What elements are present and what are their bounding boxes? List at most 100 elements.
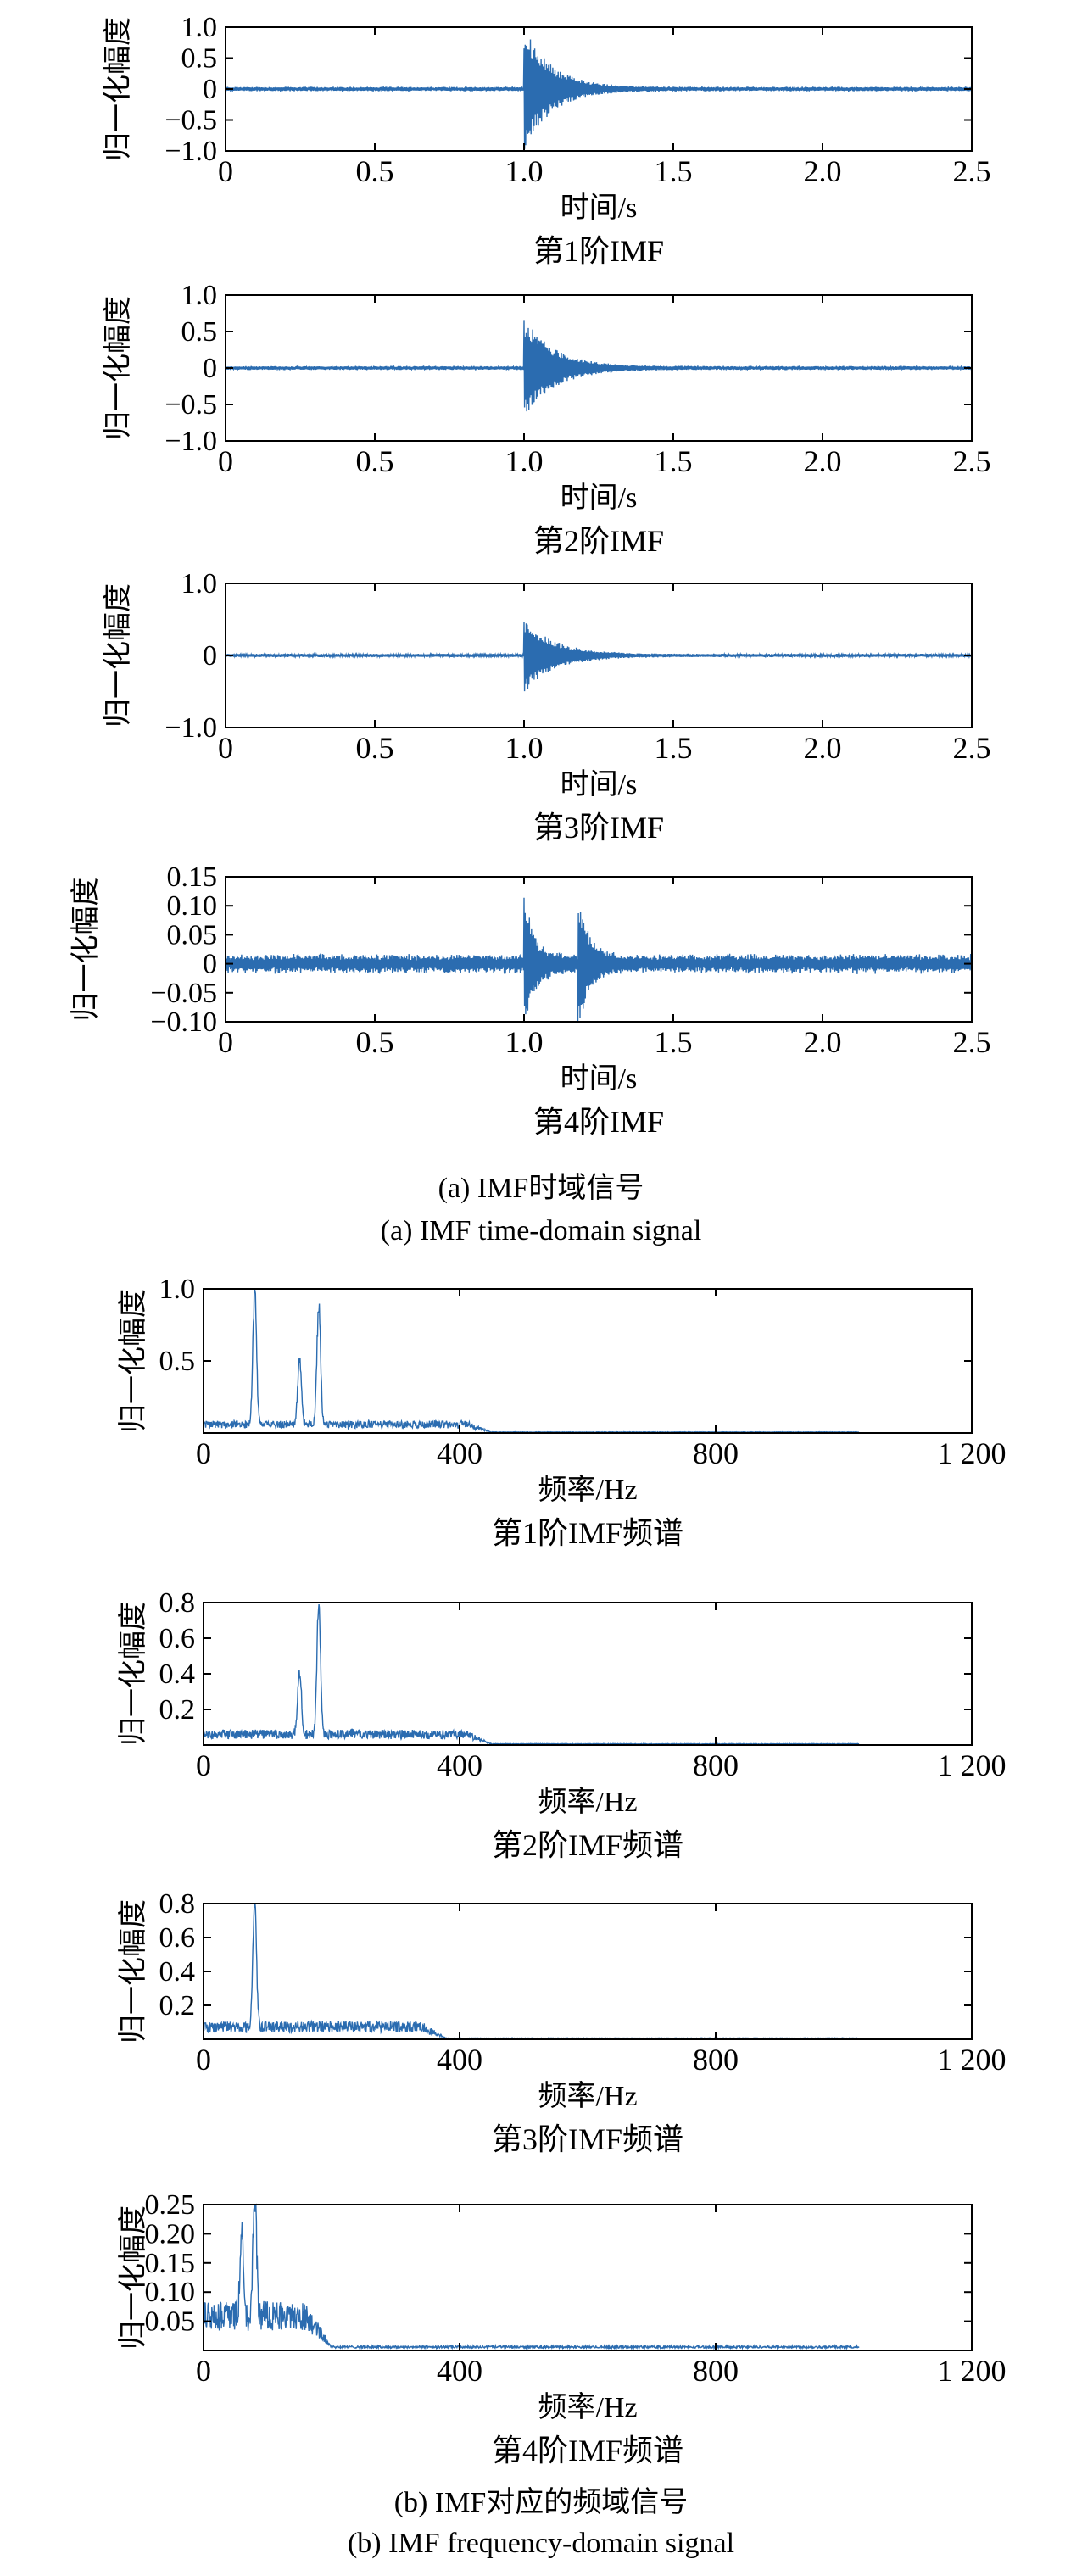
plot-frame [225,876,973,1023]
y-tick-label: −1.0 [165,426,217,457]
caption-a-cn: (a) IMF时域信号 [438,1172,644,1204]
chart-t1: 0 0.5 1.0 1.5 2.0 2.5−1.0−0.500.51.0时间/s归一化幅度… [102,12,991,268]
y-tick-label: 1.0 [159,1274,196,1305]
y-tick-label: −0.5 [165,389,217,421]
series-line [225,320,973,412]
y-tick-label: 0.2 [159,1990,196,2021]
panel-title: 第2阶IMF [533,524,664,558]
y-tick-label: 0.15 [167,861,218,893]
series-line [203,1288,860,1434]
x-tick-label: 2.5 [953,154,991,188]
chart-f3: 0 400 800 1 200 0.20.40.60.8 频率/Hz 归一化幅度第3阶IMF… [117,1888,1007,2156]
y-tick-label: 0 [203,74,217,105]
series-line [203,1604,860,1746]
caption-b-en: (b) IMF frequency-domain signal [348,2528,734,2559]
panel-title: 第4阶IMF [533,1105,664,1139]
panel-title: 第1阶IMF [533,234,664,268]
y-tick-label: 0.05 [145,2306,196,2338]
y-tick-label: 0.8 [159,1587,196,1619]
x-tick-label: 400 [437,1436,482,1470]
series-line [225,39,973,149]
x-tick-label: 2.5 [953,444,991,478]
x-tick-label: 1.0 [505,154,544,188]
x-tick-label: 2.0 [804,154,842,188]
y-tick-label: 0.4 [159,1659,196,1690]
x-tick-label: 1.5 [655,1025,693,1059]
x-tick-label: 0.5 [356,444,394,478]
y-tick-label: 0.10 [145,2277,196,2308]
chart-t4: 0 0.5 1.0 1.5 2.0 2.5−0.10−0.0500.050.100.15时… [70,861,991,1139]
y-tick-label: 0.25 [145,2189,196,2221]
y-tick-label: 0.6 [159,1623,196,1654]
y-tick-label: 0.5 [181,43,218,75]
x-tick-label: 0.5 [356,731,394,765]
x-tick-label: 0 [218,1025,233,1059]
y-axis-label: 归一化幅度 [102,296,134,440]
x-axis-label: 时间/s [561,192,638,224]
y-axis-label: 归一化幅度 [117,1602,149,1746]
panel-title: 第1阶IMF频谱 [492,1516,683,1550]
y-tick-label: 0.2 [159,1694,196,1726]
x-axis-label: 频率/Hz [538,1786,637,1818]
y-axis-label: 归一化幅度 [117,1289,149,1433]
x-tick-label: 1 200 [938,1748,1007,1782]
x-tick-label: 400 [437,2354,482,2388]
caption-a-en: (a) IMF time-domain signal [381,1215,702,1246]
y-tick-label: 0 [203,353,217,384]
x-tick-label: 800 [693,2043,739,2077]
y-tick-label: 1.0 [181,568,218,599]
x-tick-label: 1.0 [505,444,544,478]
y-tick-label: 0.20 [145,2218,196,2250]
x-tick-label: 1.5 [655,731,693,765]
y-tick-label: 0.5 [181,316,218,348]
x-tick-label: 2.0 [804,731,842,765]
y-tick-label: 0.6 [159,1922,196,1954]
y-tick-label: −1.0 [165,712,217,744]
x-tick-label: 0 [196,2043,211,2077]
y-axis-label: 归一化幅度 [70,878,102,1022]
x-tick-label: 2.0 [804,444,842,478]
x-axis-label: 时间/s [561,482,638,514]
x-tick-label: 1.0 [505,1025,544,1059]
panel-title: 第2阶IMF频谱 [492,1828,683,1862]
series-line [225,622,973,692]
chart-f2: 0 400 800 1 200 0.2 0.4 0.6 0.8 频率/Hz 归一化幅度第2阶IMF… [117,1587,1007,1862]
panel-title: 第4阶IMF频谱 [492,2434,683,2467]
x-axis-label: 频率/Hz [538,1474,637,1506]
x-axis-label: 频率/Hz [538,2391,637,2423]
x-tick-label: 0 [196,2354,211,2388]
x-tick-label: 2.0 [804,1025,842,1059]
y-tick-label: −1.0 [165,136,217,167]
x-axis-label: 时间/s [561,769,638,800]
x-tick-label: 1.5 [655,444,693,478]
x-tick-label: 1 200 [938,2354,1007,2388]
series-line [225,897,973,1023]
x-tick-label: 0 [196,1748,211,1782]
x-axis-label: 频率/Hz [538,2080,637,2112]
y-tick-label: 0.10 [167,890,218,922]
x-tick-label: 0.5 [356,154,394,188]
panels: 0 0.5 1.0 1.5 2.0 2.5−1.0−0.500.51.0时间/s归一化幅度… [70,12,1007,2467]
y-tick-label: 1.0 [181,12,218,43]
y-tick-label: 0 [203,640,217,672]
x-tick-label: 0.5 [356,1025,394,1059]
y-axis-label: 归一化幅度 [117,2205,149,2350]
chart-t2: 0 0.5 1.0 1.5 2.0 2.5−1.0−0.500.51.0时间/s归一化幅度… [102,280,991,558]
x-tick-label: 1 200 [938,2043,1007,2077]
x-tick-label: 1.0 [505,731,544,765]
y-tick-label: 0.5 [159,1346,196,1377]
series-line [203,1903,860,2040]
plot-frame [203,1602,973,1746]
y-tick-label: −0.05 [150,978,217,1009]
x-tick-label: 800 [693,1436,739,1470]
x-tick-label: 0 [218,154,233,188]
x-tick-label: 800 [693,1748,739,1782]
x-tick-label: 1.5 [655,154,693,188]
y-tick-label: 0.05 [167,919,218,951]
x-tick-label: 1 200 [938,1436,1007,1470]
x-tick-label: 400 [437,2043,482,2077]
panel-title: 第3阶IMF [533,811,664,845]
